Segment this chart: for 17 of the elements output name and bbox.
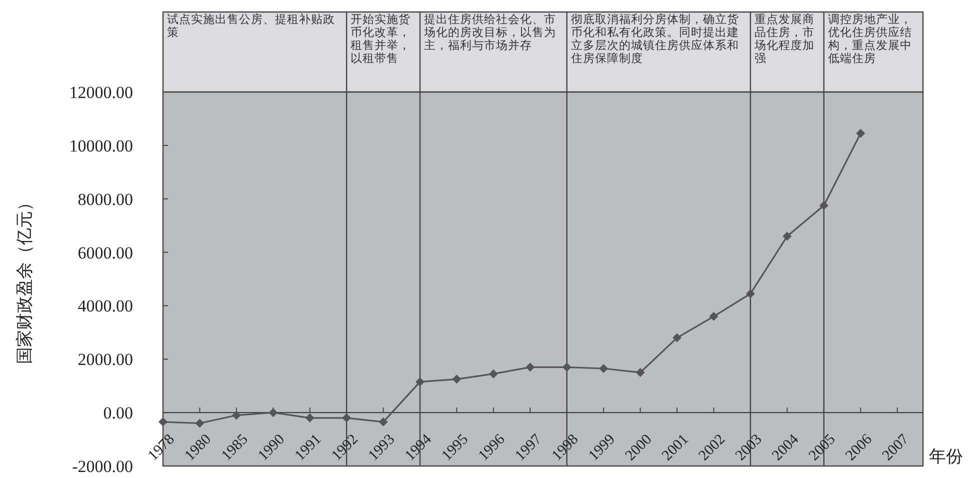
x-axis-title: 年份 [929,447,963,466]
y-tick-label: 12000.00 [69,83,133,102]
y-axis-title: 国家财政盈余（亿元） [15,194,34,364]
annotation: 开始实施货币化改革，租售并举，以租带售 [350,12,412,67]
y-tick-label: 10000.00 [69,136,133,156]
annotation: 试点实施出售公房、提租补贴政策 [166,12,336,41]
annotation: 彻底取消福利分房体制，确立货币化和私有化政策。同时提出建立多层次的城镇住房供应体系和住房保障制度 [570,12,740,67]
y-tick-label: 6000.00 [78,243,133,262]
y-tick-label: 4000.00 [78,296,133,316]
annotation: 提出住房供给社会化、市场化的房改目标，以售为主，福利与市场并存 [423,12,557,54]
annotation: 调控房地产业，优化住房供应结构，重点发展中低端住房 [826,12,913,67]
y-tick-label: -2000.00 [72,457,133,476]
y-tick-label: 0.00 [103,404,133,423]
x-tick-label: 1991 [292,432,325,464]
annotation: 重点发展商品住房，市场化程度加强 [753,12,816,67]
y-tick-label: 2000.00 [78,350,133,370]
y-tick-label: 8000.00 [78,190,133,209]
